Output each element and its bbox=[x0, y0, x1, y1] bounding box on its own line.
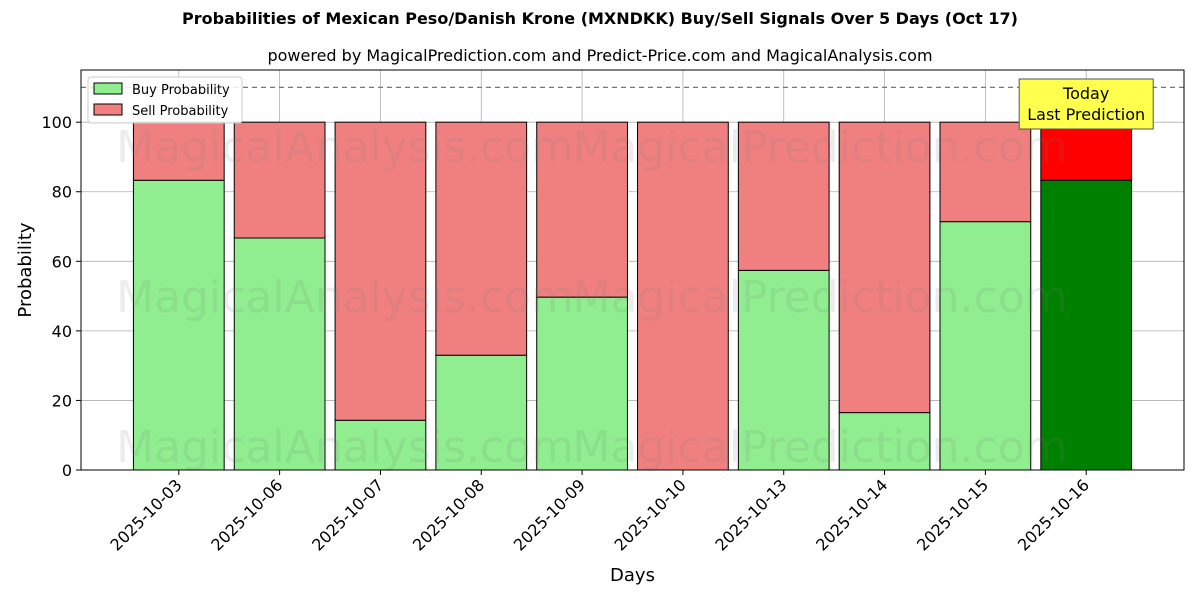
x-tick-label: 2025-10-10 bbox=[611, 475, 690, 554]
buy-bar bbox=[1040, 179, 1133, 471]
x-tick-label: 2025-10-08 bbox=[409, 475, 488, 554]
y-tick-label: 60 bbox=[52, 252, 72, 271]
watermark-text: MagicalAnalysis.com bbox=[116, 272, 574, 323]
chart-subtitle: powered by MagicalPrediction.com and Pre… bbox=[267, 46, 933, 65]
buy-bar bbox=[536, 296, 628, 471]
plot-frame bbox=[80, 69, 1185, 471]
y-tick-label: 80 bbox=[52, 183, 72, 202]
buy-bar bbox=[132, 179, 225, 471]
watermark-text: MagicalPrediction.com bbox=[573, 122, 1068, 173]
x-tick-label: 2025-10-13 bbox=[711, 475, 790, 554]
buy-bar bbox=[435, 354, 528, 471]
annotation-line-last-prediction: Last Prediction bbox=[1027, 105, 1145, 124]
sell-bar bbox=[939, 121, 1032, 223]
watermark-text: MagicalPrediction.com bbox=[573, 272, 1068, 323]
sell-bar bbox=[737, 121, 830, 271]
watermark-text: MagicalPrediction.com bbox=[573, 422, 1068, 473]
sell-bar bbox=[334, 121, 427, 421]
x-tick-label: 2025-10-15 bbox=[913, 475, 992, 554]
x-axis-label: Days bbox=[610, 565, 655, 586]
y-tick-label: 20 bbox=[52, 391, 72, 410]
sell-bar bbox=[637, 121, 729, 471]
x-tick-label: 2025-10-16 bbox=[1014, 475, 1093, 554]
buy-bar bbox=[939, 221, 1032, 471]
sell-bar bbox=[233, 121, 326, 239]
chart-title: Probabilities of Mexican Peso/Danish Kro… bbox=[182, 9, 1018, 28]
sell-bar bbox=[132, 121, 225, 181]
x-tick-label: 2025-10-07 bbox=[308, 475, 387, 554]
legend-swatch-buy bbox=[93, 82, 123, 95]
x-tick-label: 2025-10-09 bbox=[510, 475, 589, 554]
y-tick-label: 100 bbox=[41, 113, 72, 132]
buy-bar bbox=[838, 412, 931, 471]
bars bbox=[132, 121, 1133, 471]
sell-bar bbox=[435, 121, 528, 356]
watermark-text: MagicalAnalysis.com bbox=[116, 422, 574, 473]
annotation-box bbox=[1018, 78, 1154, 130]
y-tick-label: 0 bbox=[62, 461, 72, 480]
x-tick-label: 2025-10-06 bbox=[207, 475, 286, 554]
legend-label-sell: Sell Probability bbox=[132, 104, 229, 119]
sell-bar bbox=[838, 121, 931, 414]
watermarks: MagicalAnalysis.comMagicalPrediction.com… bbox=[116, 122, 1067, 473]
buy-bar bbox=[737, 269, 830, 471]
x-tick-label: 2025-10-03 bbox=[106, 475, 185, 554]
legend: Buy Probability Sell Probability bbox=[87, 76, 243, 124]
watermark-text: MagicalAnalysis.com bbox=[116, 122, 574, 173]
sell-bar bbox=[1040, 121, 1133, 181]
y-tick-label: 40 bbox=[52, 322, 72, 341]
buy-bar bbox=[233, 237, 326, 471]
legend-box bbox=[87, 76, 243, 124]
today-annotation: Today Last Prediction bbox=[1018, 78, 1154, 130]
y-axis-label: Probability bbox=[15, 222, 36, 317]
annotation-line-today: Today bbox=[1062, 84, 1109, 103]
legend-swatch-sell bbox=[93, 103, 123, 116]
legend-label-buy: Buy Probability bbox=[132, 83, 230, 98]
x-tick-label: 2025-10-14 bbox=[812, 475, 891, 554]
sell-bar bbox=[536, 121, 628, 298]
